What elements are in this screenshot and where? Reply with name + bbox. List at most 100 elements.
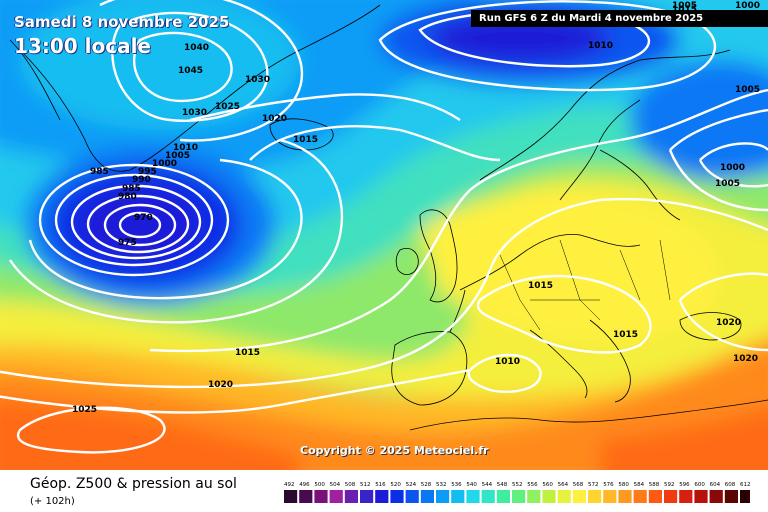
scale-color-box	[633, 490, 647, 503]
isobar-label: 985	[90, 167, 109, 177]
scale-color-box	[436, 490, 450, 503]
scale-color-box	[618, 490, 632, 503]
isobar-label: 1000	[152, 159, 177, 169]
svg-text:1005: 1005	[672, 1, 697, 11]
scale-tick-label: 508	[345, 482, 356, 488]
isobar-label: 1015	[528, 281, 553, 291]
scale-color-box	[557, 490, 571, 503]
svg-text:1015: 1015	[235, 348, 260, 358]
svg-text:1000: 1000	[720, 163, 745, 173]
scale-color-box	[709, 490, 723, 503]
svg-text:1030: 1030	[182, 108, 207, 118]
scale-tick-label: 572	[588, 482, 599, 488]
svg-text:1025: 1025	[72, 405, 97, 415]
isobar-label: 1015	[293, 135, 318, 145]
svg-text:1020: 1020	[262, 114, 287, 124]
isobar-label: 995	[138, 167, 157, 177]
isobar-label: 1015	[235, 348, 260, 358]
svg-text:1020: 1020	[208, 380, 233, 390]
isobar-label: 1000	[735, 1, 760, 11]
scale-tick-label: 516	[375, 482, 386, 488]
isobar-label: 1000	[720, 163, 745, 173]
color-scale-legend: 492 496 500 504 508 512 516 520 524 528 532 536 540 5…	[284, 482, 750, 503]
scale-color-box	[694, 490, 708, 503]
scale-color-box	[496, 490, 510, 503]
scale-color-box	[451, 490, 465, 503]
isobar-label: 970	[134, 213, 153, 223]
svg-text:1000: 1000	[152, 159, 177, 169]
svg-text:990: 990	[132, 175, 151, 185]
svg-text:1010: 1010	[495, 357, 520, 367]
svg-text:1010: 1010	[173, 143, 198, 153]
scale-color-box	[420, 490, 434, 503]
scale-tick-label: 548	[497, 482, 508, 488]
isobar-label: 1030	[182, 108, 207, 118]
scale-color-box	[344, 490, 358, 503]
isobar-label: 1040	[184, 43, 209, 53]
forecast-date: Samedi 8 novembre 2025	[14, 13, 230, 31]
model-run-banner: Run GFS 6 Z du Mardi 4 novembre 2025	[471, 10, 768, 27]
scale-tick-label: 576	[603, 482, 614, 488]
scale-tick-label: 608	[725, 482, 736, 488]
svg-text:1020: 1020	[716, 318, 741, 328]
isobar-label: 980	[118, 192, 137, 202]
svg-text:1005: 1005	[165, 151, 190, 161]
scale-color-box	[375, 490, 389, 503]
isobar-label: 1020	[733, 354, 758, 364]
scale-color-box	[360, 490, 374, 503]
svg-text:1040: 1040	[184, 43, 209, 53]
scale-color-box	[679, 490, 693, 503]
svg-text:980: 980	[118, 192, 137, 202]
scale-tick-label: 568	[573, 482, 584, 488]
svg-text:995: 995	[138, 167, 157, 177]
isobar-lines	[0, 0, 768, 452]
isobar-label: 1010	[588, 41, 613, 51]
scale-tick-label: 560	[542, 482, 553, 488]
scale-tick-label: 500	[314, 482, 325, 488]
scale-color-box	[466, 490, 480, 503]
isobar-label: 1005	[715, 179, 740, 189]
isobar-label: 1025	[215, 102, 240, 112]
svg-text:1005: 1005	[735, 85, 760, 95]
isobar-label: 1015	[613, 330, 638, 340]
svg-text:1010: 1010	[588, 41, 613, 51]
scale-color-box	[390, 490, 404, 503]
scale-color-box	[542, 490, 556, 503]
svg-text:1045: 1045	[178, 66, 203, 76]
scale-tick-label: 512	[360, 482, 371, 488]
copyright: Copyright © 2025 Meteociel.fr	[300, 444, 489, 457]
scale-color-box	[740, 490, 750, 503]
isobar-label: 1030	[245, 75, 270, 85]
scale-tick-label: 540	[466, 482, 477, 488]
svg-text:985: 985	[90, 167, 109, 177]
scale-color-box	[572, 490, 586, 503]
scale-tick-label: 496	[299, 482, 310, 488]
scale-color-box	[588, 490, 602, 503]
scale-color-box	[299, 490, 313, 503]
scale-color-box	[648, 490, 662, 503]
chart-title: Géop. Z500 & pression au sol	[30, 476, 237, 492]
isobar-label: 1045	[178, 66, 203, 76]
isobar-label: 1005	[672, 1, 697, 11]
isobar-label: 1005	[735, 85, 760, 95]
scale-tick-label: 596	[679, 482, 690, 488]
scale-tick-label: 536	[451, 482, 462, 488]
svg-text:1015: 1015	[293, 135, 318, 145]
isobar-label: 1020	[208, 380, 233, 390]
scale-tick-label: 556	[527, 482, 538, 488]
scale-tick-label: 528	[421, 482, 432, 488]
scale-color-box	[329, 490, 343, 503]
isobar-label: 1010	[173, 143, 198, 153]
scale-color-box	[481, 490, 495, 503]
scale-tick-label: 584	[634, 482, 645, 488]
isobar-label: 1020	[716, 318, 741, 328]
svg-text:1025: 1025	[215, 102, 240, 112]
scale-tick-label: 492	[284, 482, 295, 488]
scale-tick-label: 612	[740, 482, 750, 488]
scale-tick-label: 592	[664, 482, 675, 488]
svg-text:1015: 1015	[528, 281, 553, 291]
scale-tick-label: 604	[710, 482, 721, 488]
scale-color-box	[664, 490, 678, 503]
scale-tick-label: 504	[330, 482, 341, 488]
scale-color-box	[405, 490, 419, 503]
